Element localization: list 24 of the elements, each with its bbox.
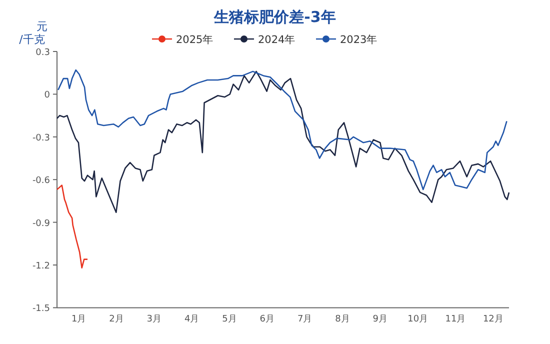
y-tick-label: -0.9 (32, 218, 50, 229)
y-tick-label: 0 (44, 90, 50, 101)
y-tick-label: 0.3 (36, 48, 50, 58)
x-tick-label: 1月 (71, 314, 86, 325)
legend-label: 2025年 (176, 34, 214, 46)
y-axis-title: 元/千克 (19, 20, 48, 46)
x-tick-label: 4月 (184, 314, 200, 325)
y-tick-label: -1.5 (32, 304, 50, 314)
x-tick-label: 8月 (335, 314, 350, 325)
x-tick-label: 2月 (109, 314, 124, 325)
chart-title: 生猪标肥价差-3年 (213, 8, 336, 26)
y-tick-label: -0.6 (32, 176, 50, 186)
y-tick-label: -1.2 (32, 262, 50, 272)
x-tick-label: 12月 (482, 314, 504, 325)
x-tick-label: 5月 (222, 314, 237, 325)
x-tick-label: 9月 (372, 314, 388, 325)
x-tick-label: 11月 (445, 314, 466, 325)
x-tick-label: 7月 (297, 314, 312, 325)
x-tick-label: 3月 (146, 314, 162, 325)
x-tick-label: 6月 (260, 314, 275, 325)
legend-label: 2024年 (258, 34, 296, 46)
y-tick-label: -0.3 (32, 133, 50, 144)
legend-label: 2023年 (340, 34, 378, 46)
x-tick-label: 10月 (408, 314, 428, 325)
